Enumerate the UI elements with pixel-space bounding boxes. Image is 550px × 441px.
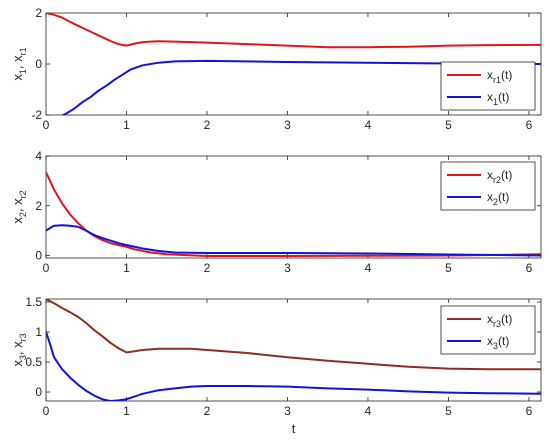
y-tick-label: 2 [35,199,42,213]
x-tick-label: 0 [43,261,50,275]
series-line-2 [46,331,541,401]
series-line-1 [46,171,541,257]
x-tick-label: 6 [526,404,533,418]
y-tick-label: 1.5 [25,295,42,309]
x-tick-label: 1 [123,118,130,132]
y-axis-label: x3, xr3 [10,333,28,366]
x-axis-label: t [292,421,296,436]
subplot-3: 0 1 2 3 4 5 6 0 0.5 1 1.5 x3, xr3 t xr3(t) x3(t) [10,295,542,436]
x-tick-label: 3 [284,404,291,418]
x-tick-label: 4 [365,404,372,418]
y-tick-label: 0 [35,385,42,399]
legend-label: x1(t) [487,90,509,107]
x-tick-label: 4 [365,261,372,275]
y-tick-label: 0 [35,57,42,71]
y-tick-label: 0 [35,249,42,263]
x-tick-label: 1 [123,404,130,418]
x-tick-label: 3 [284,261,291,275]
x-tick-label: 4 [365,118,372,132]
y-tick-label: -2 [31,108,42,122]
x-tick-label: 3 [284,118,291,132]
series-line-1 [46,299,541,371]
x-tick-label: 2 [204,261,211,275]
legend: xr2(t) x2(t) [440,161,536,211]
y-tick-label: 4 [35,149,42,163]
legend-label: xr1(t) [487,68,512,85]
legend-box [440,305,536,355]
legend-box [440,61,536,111]
y-axis-label: x2, xr2 [10,190,28,223]
y-tick-label: 0.5 [25,355,42,369]
x-tick-label: 0 [43,404,50,418]
series-line-1 [46,13,541,49]
x-tick-label: 1 [123,261,130,275]
legend-label: x3(t) [487,334,509,351]
legend-label: x2(t) [487,190,509,207]
x-tick-label: 5 [445,118,452,132]
legend-label: xr2(t) [487,168,512,185]
y-axis-label: x1, xr1 [10,47,28,80]
x-tick-label: 5 [445,404,452,418]
x-tick-label: 5 [445,261,452,275]
x-tick-label: 2 [204,404,211,418]
legend: xr3(t) x3(t) [440,305,536,355]
legend: xr1(t) x1(t) [440,61,536,111]
x-tick-label: 6 [526,118,533,132]
y-tick-label: 2 [35,6,42,20]
x-tick-label: 2 [204,118,211,132]
x-tick-label: 0 [43,118,50,132]
y-tick-label: 1 [35,325,42,339]
legend-box [440,161,536,211]
legend-label: xr3(t) [487,312,512,329]
series-line-2 [46,224,541,257]
x-tick-label: 6 [526,261,533,275]
series-line-2 [61,59,541,115]
subplot-2: 0 1 2 3 4 5 6 0 2 4 x2, xr2 xr2(t) x2(t) [10,149,542,275]
